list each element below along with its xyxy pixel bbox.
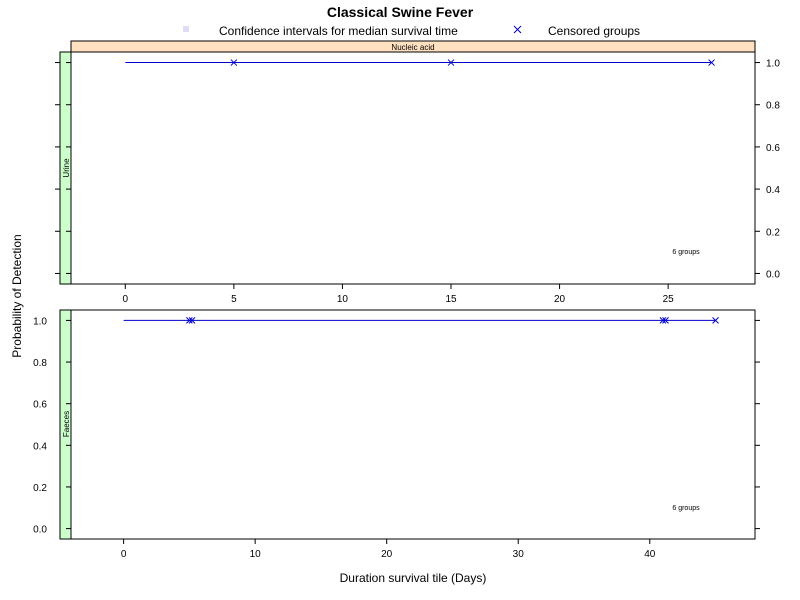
censored-marker-stroke [708, 59, 715, 66]
censored-marker-stroke [188, 317, 196, 324]
x-tick-label-faeces: 30 [513, 549, 525, 560]
y-tick-label-faeces: 0.2 [33, 483, 47, 494]
y-tick-label-faeces: 0.4 [33, 441, 47, 452]
censored-marker-stroke [662, 317, 669, 324]
censored-marker-urine [447, 59, 455, 66]
censored-marker-stroke [186, 317, 193, 324]
censored-marker-urine [230, 59, 238, 66]
y-tick-label-urine: 1.0 [766, 59, 780, 70]
panel-urine-plot: 0 5 10 15 20 25 0.0 0.2 0.4 0.6 0.8 1.0 [55, 59, 780, 305]
censored-marker-stroke [659, 317, 667, 324]
censored-marker-faeces [186, 317, 193, 324]
y-tick-label-urine: 0.0 [766, 269, 780, 280]
panel-faeces-frame [70, 309, 756, 540]
y-tick-label-faeces: 0.6 [33, 400, 47, 411]
y-tick-label-faeces: 1.0 [33, 316, 47, 327]
panel-faeces-note: 6 groups [672, 505, 700, 512]
panel-faeces-plot: 0 10 20 30 40 0.0 0.2 0.4 0.6 0.8 1.0 [33, 316, 760, 560]
x-tick-label-faeces: 40 [644, 549, 656, 560]
x-tick-label-urine: 15 [445, 294, 457, 305]
x-tick-label-faeces: 20 [381, 549, 393, 560]
x-tick-label-urine: 25 [663, 294, 675, 305]
y-tick-label-faeces: 0.8 [33, 358, 47, 369]
y-tick-label-faeces: 0.0 [33, 525, 47, 536]
x-tick-label-urine: 5 [231, 294, 237, 305]
x-tick-label-urine: 10 [337, 294, 349, 305]
x-axis-label: Duration survival tile (Days) [340, 571, 487, 585]
legend-ci-swatch [183, 26, 189, 32]
group-strip-urine-label: Urine [62, 158, 71, 178]
y-tick-label-urine: 0.8 [766, 101, 780, 112]
censored-marker-stroke [712, 317, 719, 324]
censored-marker-urine [708, 59, 715, 66]
x-tick-label-urine: 20 [554, 294, 566, 305]
panel-urine-note: 6 groups [672, 249, 700, 256]
chart-title: Classical Swine Fever [327, 4, 474, 20]
x-tick-label-urine: 0 [123, 294, 129, 305]
y-tick-label-urine: 0.6 [766, 143, 780, 154]
censored-marker-faeces [662, 317, 669, 324]
panel-strip-label: Nucleic acid [391, 43, 434, 52]
group-strip-faeces-label: Faeces [62, 411, 71, 437]
censored-marker-stroke [447, 59, 455, 66]
legend-censored-marker [513, 25, 522, 34]
y-axis-label: Probability of Detection [10, 234, 24, 357]
panel-urine-frame [70, 51, 756, 285]
legend-ci-label: Confidence intervals for median survival… [219, 24, 458, 38]
censored-marker-faeces [712, 317, 719, 324]
x-tick-label-faeces: 0 [121, 549, 127, 560]
censored-marker-faeces [659, 317, 667, 324]
legend-censored-label: Censored groups [548, 24, 640, 38]
censored-marker-faeces [188, 317, 196, 324]
censored-marker-stroke [230, 59, 238, 66]
x-tick-label-faeces: 10 [250, 549, 262, 560]
y-tick-label-urine: 0.2 [766, 227, 780, 238]
y-tick-label-urine: 0.4 [766, 185, 780, 196]
